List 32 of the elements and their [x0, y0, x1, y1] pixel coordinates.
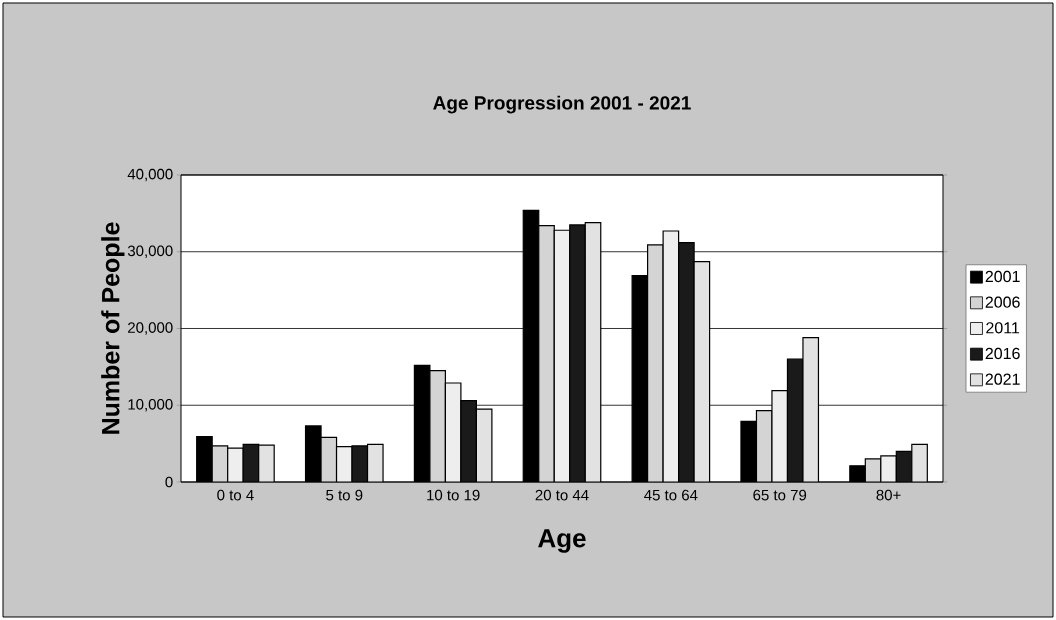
x-tick-label: 20 to 44: [535, 489, 589, 501]
x-tick-label: 10 to 19: [427, 489, 480, 501]
legend-label: 2021: [985, 373, 1020, 385]
y-tick-label: 40,000: [127, 168, 173, 182]
bar: [911, 443, 928, 482]
x-tick-label: 5 to 9: [326, 489, 363, 501]
x-tick-label: 0 to 4: [217, 489, 254, 501]
x-tick-label: 65 to 79: [753, 489, 807, 501]
bar: [569, 224, 586, 482]
bar: [662, 230, 680, 482]
bar: [553, 229, 571, 482]
y-tick-label: 10,000: [128, 399, 173, 412]
bar: [258, 444, 275, 482]
y-tick-label: 0: [165, 476, 173, 488]
x-axis-title: Age: [538, 529, 586, 553]
bar: [802, 337, 820, 482]
y-axis-title: Number of People: [101, 222, 125, 434]
x-tick-label: 80+: [876, 489, 901, 501]
chart-title: Age Progression 2001 - 2021: [433, 95, 691, 114]
bar: [678, 241, 695, 482]
legend-label: 2006: [985, 296, 1020, 308]
y-tick-label: 30,000: [127, 245, 173, 258]
bar: [693, 261, 711, 482]
legend-label: 2011: [986, 322, 1020, 334]
legend-label: 2001: [985, 270, 1020, 283]
y-tick-label: 20,000: [128, 322, 173, 335]
bar: [538, 225, 555, 482]
bar: [584, 221, 602, 482]
legend-label: 2016: [985, 347, 1020, 360]
x-tick-label: 45 to 64: [644, 489, 698, 501]
bar: [227, 447, 244, 482]
bar: [647, 244, 664, 482]
